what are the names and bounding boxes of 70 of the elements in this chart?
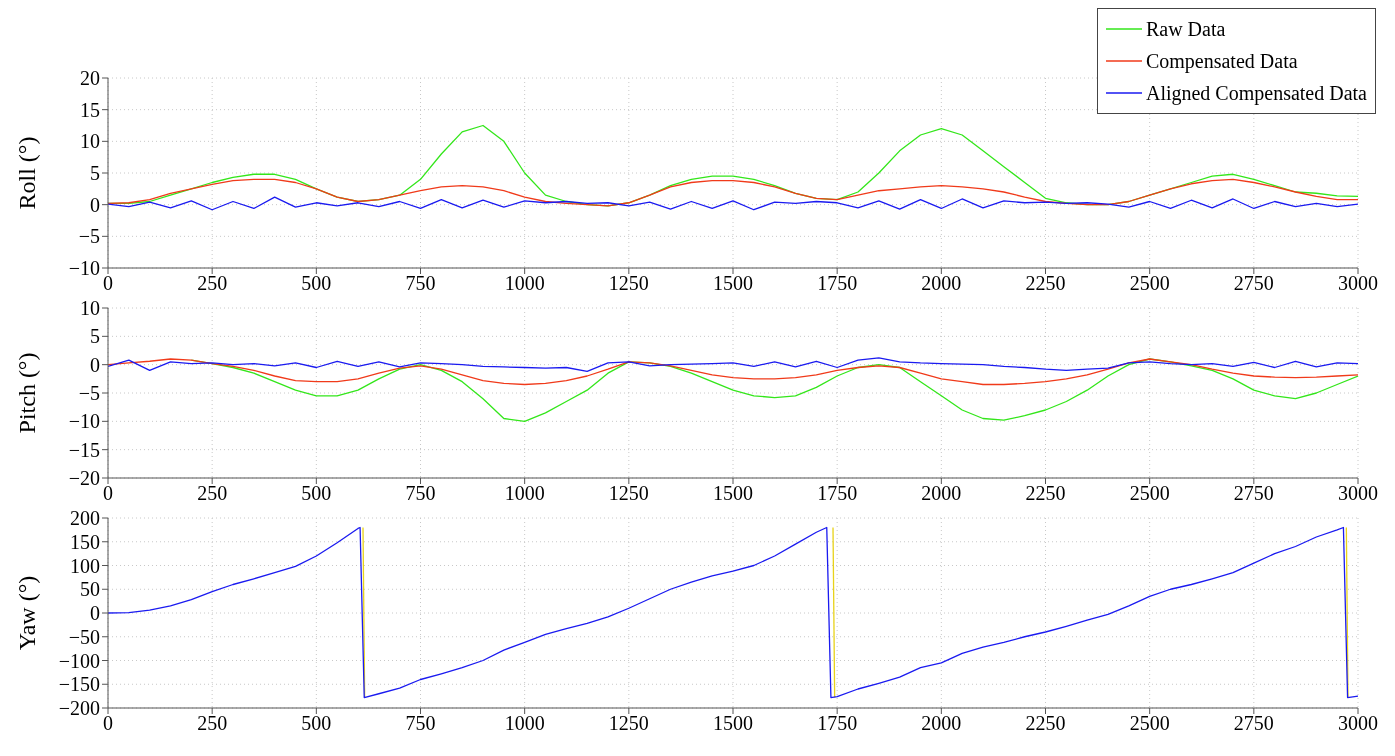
- x-tick-label: 2250: [1025, 712, 1066, 735]
- line-series: [108, 196, 1358, 211]
- y-tick-label: −10: [68, 257, 100, 280]
- x-tick-label: 1750: [817, 482, 858, 505]
- y-tick-label: −10: [68, 410, 100, 433]
- y-tick-label: 5: [90, 162, 100, 185]
- x-tick-label: 2250: [1025, 482, 1066, 505]
- x-tick-label: 3000: [1338, 272, 1378, 295]
- x-tick-label: 2750: [1233, 482, 1274, 505]
- x-tick-label: 1250: [608, 272, 649, 295]
- x-tick-label: 2750: [1233, 712, 1274, 735]
- x-tick-label: 2500: [1129, 712, 1170, 735]
- x-tick-label: 1500: [713, 712, 753, 735]
- y-tick-label: −100: [58, 649, 100, 672]
- line-series: [108, 526, 1358, 699]
- y-tick-label: 50: [80, 578, 100, 601]
- x-tick-label: 1250: [608, 482, 649, 505]
- x-tick-label: 1500: [713, 482, 753, 505]
- x-tick-label: 500: [301, 482, 332, 505]
- line-series: [108, 357, 1358, 373]
- y-tick-label: 0: [90, 353, 100, 376]
- x-tick-label: 1500: [713, 272, 753, 295]
- y-tick-label: 0: [90, 193, 100, 216]
- x-tick-label: 1000: [504, 482, 545, 505]
- x-tick-label: 2750: [1233, 272, 1274, 295]
- y-tick-label: −20: [68, 467, 100, 490]
- y-tick-label: 20: [80, 67, 100, 90]
- x-tick-label: 1000: [504, 272, 545, 295]
- x-tick-label: 1750: [817, 272, 858, 295]
- x-tick-label: 2000: [921, 712, 962, 735]
- x-tick-label: 1250: [608, 712, 649, 735]
- y-tick-label: 5: [90, 325, 100, 348]
- x-tick-label: 2250: [1025, 272, 1066, 295]
- y-axis-title: Yaw (°): [13, 575, 40, 651]
- y-tick-label: 100: [70, 554, 100, 577]
- x-tick-label: 2000: [921, 482, 962, 505]
- x-tick-label: 2500: [1129, 482, 1170, 505]
- y-tick-label: −5: [78, 225, 100, 248]
- legend-label: Raw Data: [1145, 17, 1226, 41]
- x-tick-label: 750: [405, 272, 436, 295]
- legend-label: Compensated Data: [1145, 49, 1298, 73]
- y-axis-title: Pitch (°): [13, 352, 40, 434]
- y-tick-label: −200: [58, 697, 100, 720]
- x-tick-label: 3000: [1338, 712, 1378, 735]
- y-tick-label: 15: [80, 98, 100, 121]
- y-tick-label: −50: [68, 625, 100, 648]
- x-tick-label: 250: [197, 712, 228, 735]
- x-tick-label: 1000: [504, 712, 545, 735]
- y-tick-label: 10: [80, 130, 100, 153]
- x-tick-label: 3000: [1338, 482, 1378, 505]
- x-tick-label: 250: [197, 482, 228, 505]
- x-tick-label: 500: [301, 272, 332, 295]
- x-tick-label: 1750: [817, 712, 858, 735]
- y-axis-title: Roll (°): [13, 136, 40, 210]
- x-tick-label: 250: [197, 272, 228, 295]
- x-tick-label: 2000: [921, 272, 962, 295]
- x-tick-label: 500: [301, 712, 332, 735]
- x-tick-label: 2500: [1129, 272, 1170, 295]
- y-tick-label: −150: [58, 673, 100, 696]
- x-tick-label: 750: [405, 482, 436, 505]
- y-tick-label: 0: [90, 602, 100, 625]
- y-tick-label: 10: [80, 297, 100, 320]
- x-tick-label: 750: [405, 712, 436, 735]
- y-tick-label: 150: [70, 530, 100, 553]
- y-tick-label: −15: [68, 438, 100, 461]
- line-series: [108, 178, 1358, 207]
- y-tick-label: 200: [70, 507, 100, 530]
- legend-label: Aligned Compensated Data: [1145, 81, 1367, 105]
- y-tick-label: −5: [78, 382, 100, 405]
- line-series: [108, 358, 1358, 386]
